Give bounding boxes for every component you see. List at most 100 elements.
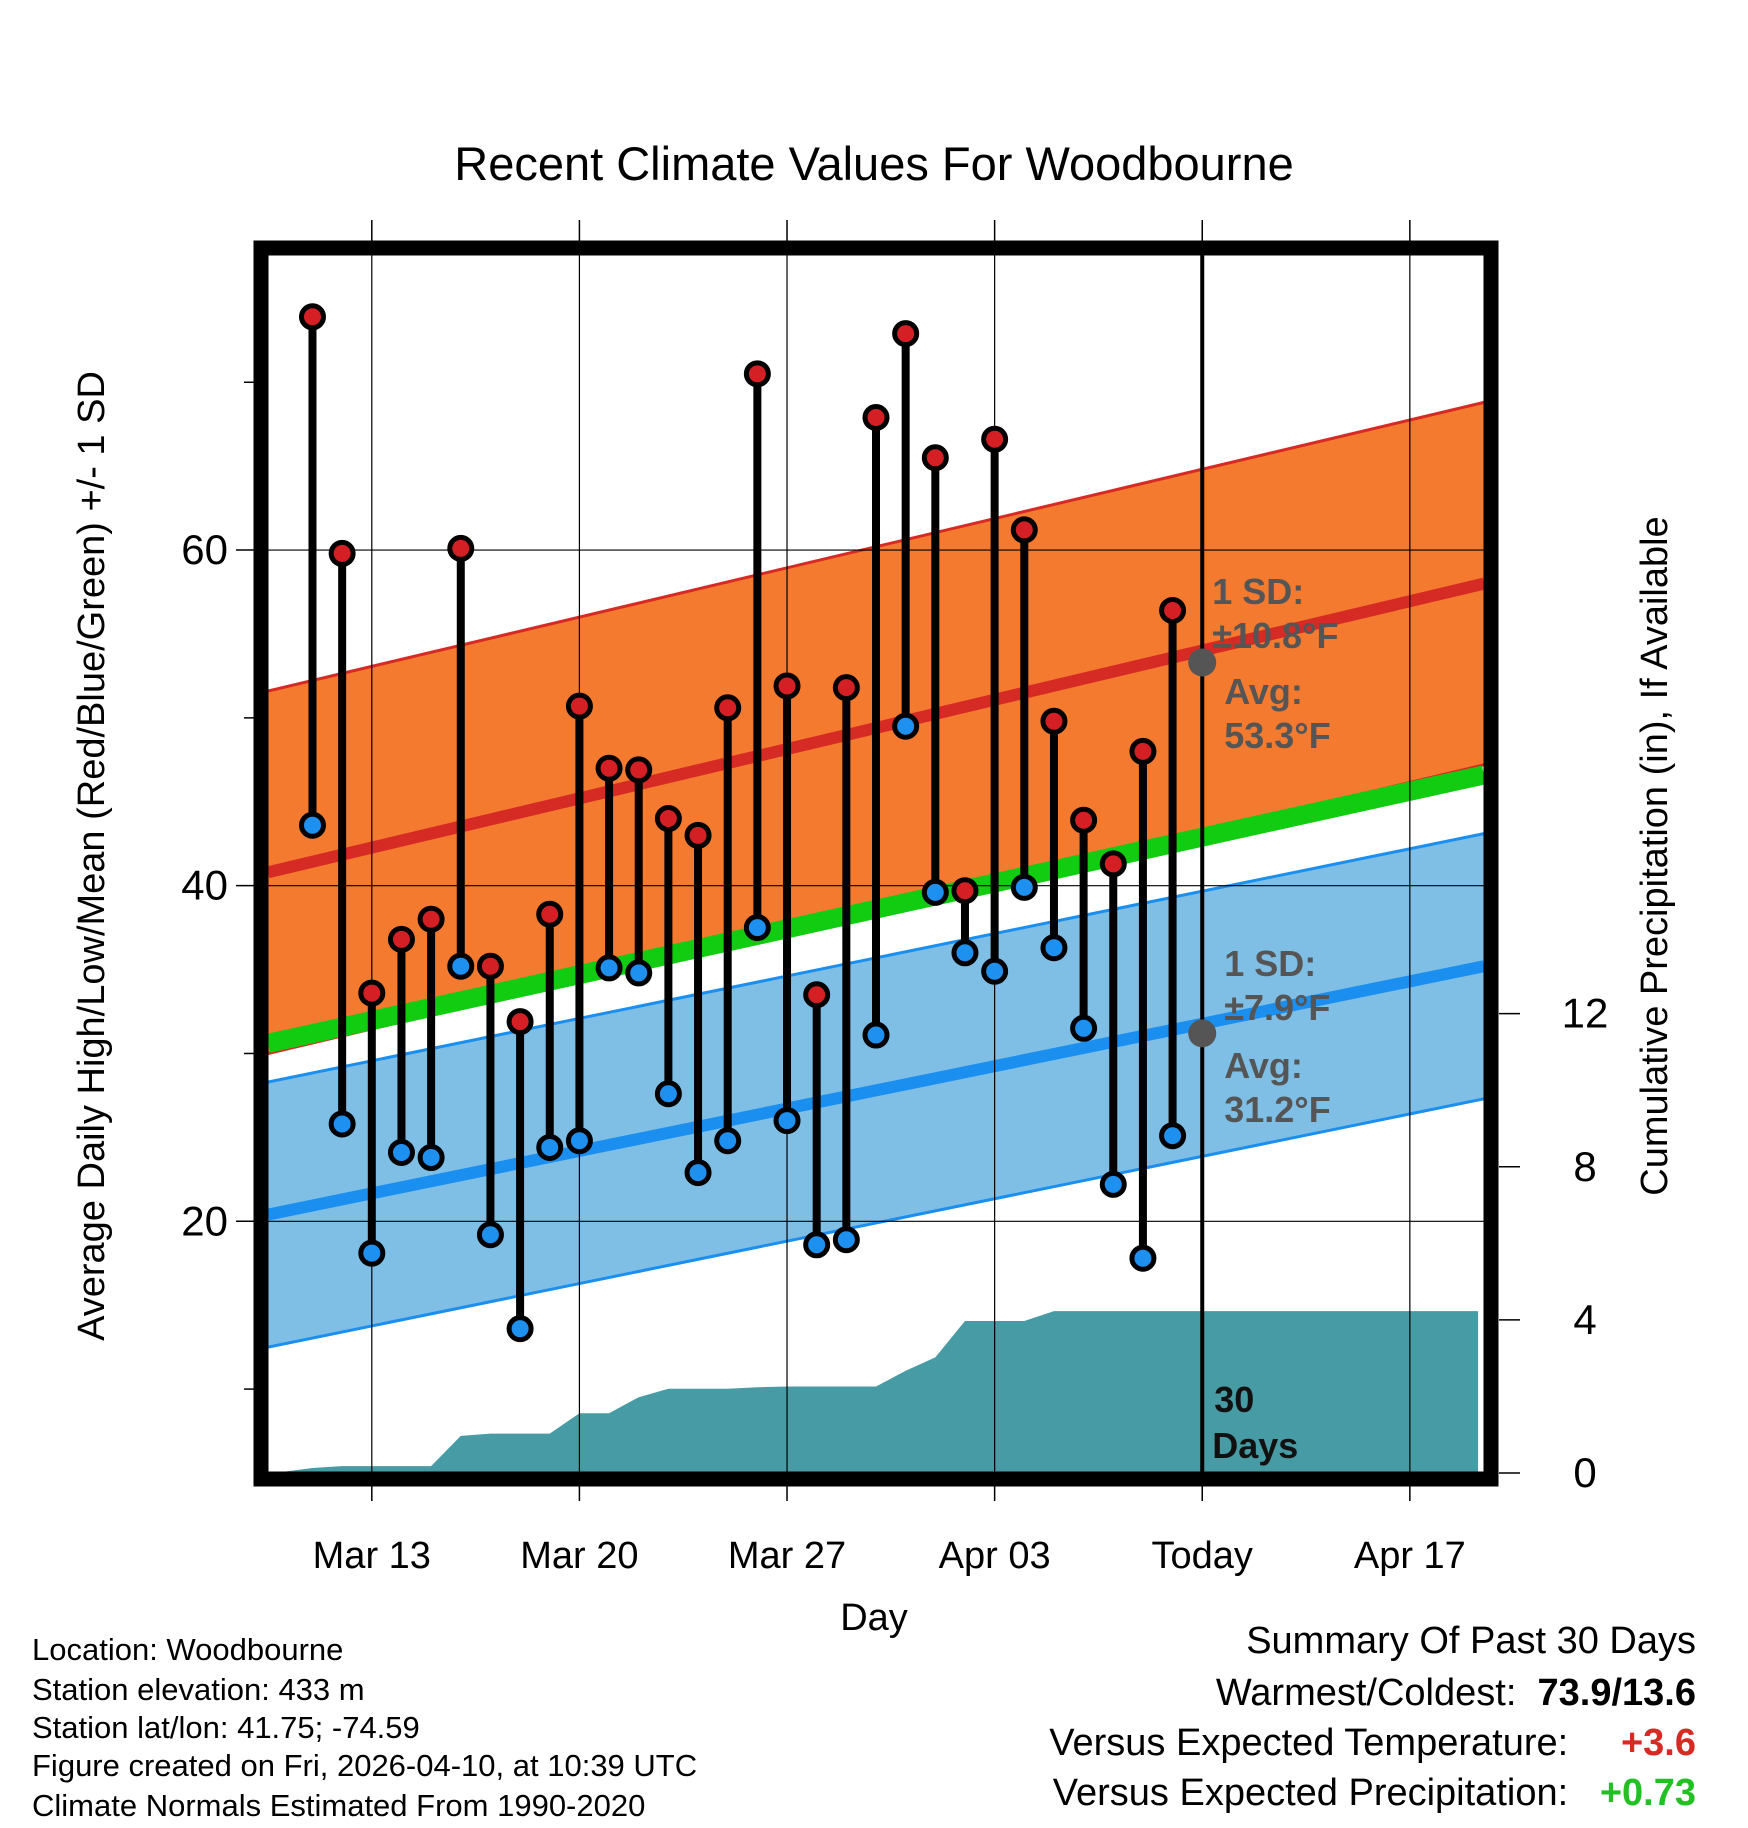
y-left-tick-label: 40 [181,862,228,909]
daily-low-dot [387,1138,415,1166]
y-right-tick-label: 8 [1573,1143,1596,1190]
daily-high-dot [1010,516,1038,544]
daily-low-dot [328,1110,356,1138]
y-right-tick-label: 12 [1562,990,1609,1037]
high-sd-value: ±10.8°F [1212,615,1338,656]
daily-high-dot [832,674,860,702]
daily-low-dot [921,878,949,906]
daily-high-dot [536,900,564,928]
daily-low-dot [803,1231,831,1259]
daily-high-dot [773,672,801,700]
today-normal-high-marker [1188,648,1217,677]
daily-low-dot [625,959,653,987]
daily-low-dot [298,811,326,839]
daily-low-dot [892,712,920,740]
summary-temperature: Versus Expected Temperature: +3.6 [1049,1722,1696,1765]
daily-high-dot [714,694,742,722]
daily-low-dot [1129,1244,1157,1272]
daily-low-dot [506,1315,534,1343]
high-avg-label: Avg: [1224,671,1303,712]
daily-high-dot [981,425,1009,453]
x-tick-label: Mar 27 [728,1535,846,1577]
y-axis-right-label: Cumulative Precipitation (in), If Availa… [1634,516,1676,1195]
window-count: 30 [1214,1379,1254,1420]
x-tick-label: Apr 17 [1354,1535,1466,1577]
info-normals: Climate Normals Estimated From 1990-2020 [32,1788,646,1823]
chart-title: Recent Climate Values For Woodbourne [454,137,1293,190]
summary-precipitation: Versus Expected Precipitation: +0.73 [1053,1772,1696,1815]
daily-high-dot [625,756,653,784]
daily-low-dot [1010,873,1038,901]
daily-low-dot [832,1226,860,1254]
daily-low-dot [358,1239,386,1267]
summary-warmest-coldest: Warmest/Coldest: 73.9/13.6 [1216,1672,1696,1715]
temp-vs-expected-label: Versus Expected Temperature: [1049,1722,1569,1764]
daily-high-dot [684,821,712,849]
daily-low-dot [684,1159,712,1187]
warmest-coldest-value: 73.9/13.6 [1537,1672,1696,1714]
low-sd-label: 1 SD: [1224,943,1316,984]
x-tick-label: Today [1152,1535,1253,1577]
daily-low-dot [743,914,771,942]
info-created: Figure created on Fri, 2026-04-10, at 10… [32,1748,698,1783]
daily-low-dot [447,952,475,980]
daily-low-dot [862,1021,890,1049]
window-unit: Days [1212,1425,1298,1466]
temp-vs-expected-value: +3.6 [1620,1722,1696,1764]
daily-low-dot [595,954,623,982]
daily-high-dot [803,981,831,1009]
normal-low-band-lower [268,1097,1485,1349]
daily-low-dot [654,1080,682,1108]
daily-high-dot [1040,707,1068,735]
daily-high-dot [595,754,623,782]
info-location: Location: Woodbourne [32,1632,344,1667]
precip-area [273,1311,1479,1473]
low-avg-label: Avg: [1224,1045,1303,1086]
x-tick-label: Mar 13 [313,1535,431,1577]
daily-high-dot [328,539,356,567]
info-elevation: Station elevation: 433 m [32,1672,365,1707]
daily-low-dot [1070,1014,1098,1042]
daily-high-dot [298,303,326,331]
daily-low-dot [951,939,979,967]
daily-low-dot [981,957,1009,985]
high-avg-value: 53.3°F [1224,715,1330,756]
daily-high-dot [506,1008,534,1036]
info-latlon: Station lat/lon: 41.75; -74.59 [32,1710,420,1745]
daily-high-dot [565,692,593,720]
y-right-tick-label: 0 [1573,1449,1596,1496]
plot-frame [253,240,1499,1487]
daily-high-dot [447,534,475,562]
daily-high-dot [358,979,386,1007]
daily-high-dot [862,403,890,431]
today-normal-low-marker [1188,1019,1217,1048]
warmest-coldest-label: Warmest/Coldest: [1215,1672,1517,1714]
y-right-tick-label: 4 [1573,1296,1596,1343]
summary-title: Summary Of Past 30 Days [1246,1620,1696,1662]
daily-high-dot [1099,850,1127,878]
daily-high-dot [1159,596,1187,624]
daily-high-dot [417,905,445,933]
daily-low-dot [476,1221,504,1249]
y-left-tick-label: 60 [181,526,228,573]
daily-low-dot [565,1127,593,1155]
daily-high-dot [387,925,415,953]
daily-high-dot [951,877,979,905]
daily-low-dot [417,1144,445,1172]
x-tick-label: Mar 20 [520,1535,638,1577]
daily-high-dot [1070,806,1098,834]
daily-high-dot [1129,737,1157,765]
x-axis-label: Day [840,1597,908,1639]
low-avg-value: 31.2°F [1224,1089,1330,1130]
daily-low-dot [773,1107,801,1135]
daily-low-dot [1099,1170,1127,1198]
y-axis-left-label: Average Daily High/Low/Mean (Red/Blue/Gr… [71,371,113,1341]
daily-high-dot [476,952,504,980]
high-sd-label: 1 SD: [1212,571,1304,612]
daily-high-dot [743,360,771,388]
daily-low-dot [1159,1122,1187,1150]
precip-vs-expected-value: +0.73 [1599,1772,1696,1814]
low-sd-value: ±7.9°F [1224,987,1330,1028]
daily-low-dot [714,1127,742,1155]
